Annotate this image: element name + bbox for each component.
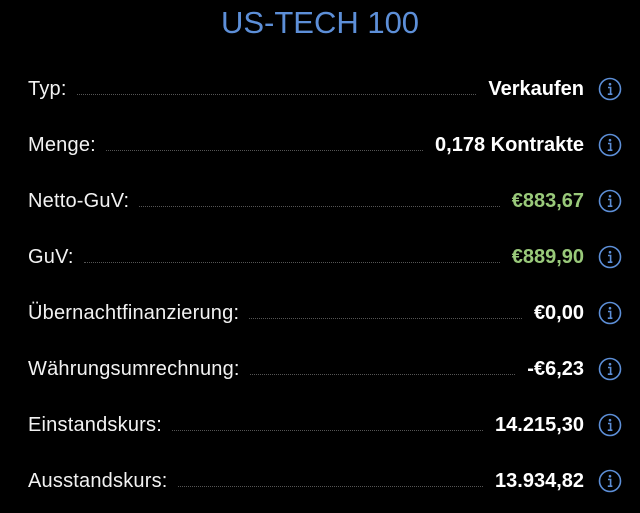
row-label: Typ: <box>28 77 67 100</box>
detail-list: Typ: Verkaufen Menge: 0,178 Kontrakte Netto-… <box>0 61 640 509</box>
row-label: Einstandskurs: <box>28 413 162 436</box>
detail-row: Typ: Verkaufen <box>0 61 640 117</box>
info-button[interactable] <box>598 469 622 493</box>
info-button[interactable] <box>598 301 622 325</box>
row-label: Währungsumrechnung: <box>28 357 240 380</box>
info-button[interactable] <box>598 245 622 269</box>
row-value: 0,178 Kontrakte <box>435 133 584 156</box>
row-value: 14.215,30 <box>495 413 584 436</box>
info-button[interactable] <box>598 413 622 437</box>
row-value: Verkaufen <box>488 77 584 100</box>
row-label: Übernachtfinanzierung: <box>28 301 240 324</box>
info-button[interactable] <box>598 77 622 101</box>
dotted-leader <box>171 429 484 431</box>
dotted-leader <box>139 205 500 207</box>
row-label: Menge: <box>28 133 96 156</box>
dotted-leader <box>177 485 484 487</box>
row-label: Netto-GuV: <box>28 189 130 212</box>
dotted-leader <box>249 373 516 375</box>
row-value: -€6,23 <box>527 357 584 380</box>
row-value: €883,67 <box>511 189 584 212</box>
detail-row: Übernachtfinanzierung: €0,00 <box>0 285 640 341</box>
title: US-TECH 100 <box>220 5 420 40</box>
detail-row: Währungsumrechnung: -€6,23 <box>0 341 640 397</box>
detail-row: Netto-GuV: €883,67 <box>0 173 640 229</box>
info-button[interactable] <box>598 189 622 213</box>
row-label: GuV: <box>28 245 74 268</box>
dotted-leader <box>83 261 500 263</box>
row-value: 13.934,82 <box>495 469 584 492</box>
detail-row: GuV: €889,90 <box>0 229 640 285</box>
detail-row: Einstandskurs: 14.215,30 <box>0 397 640 453</box>
detail-row: Menge: 0,178 Kontrakte <box>0 117 640 173</box>
dotted-leader <box>105 149 424 151</box>
row-value: €0,00 <box>533 301 584 324</box>
dotted-leader <box>249 317 522 319</box>
info-button[interactable] <box>598 133 622 157</box>
info-button[interactable] <box>598 357 622 381</box>
row-label: Ausstandskurs: <box>28 469 168 492</box>
detail-row: Ausstandskurs: 13.934,82 <box>0 453 640 509</box>
dotted-leader <box>76 93 477 95</box>
row-value: €889,90 <box>511 245 584 268</box>
